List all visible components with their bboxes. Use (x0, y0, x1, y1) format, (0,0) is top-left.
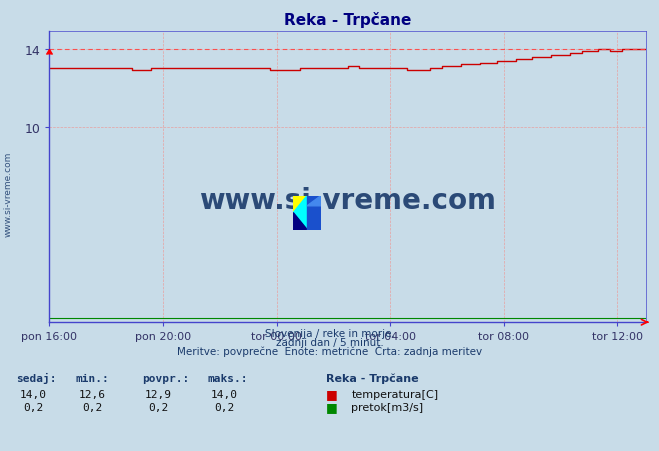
Polygon shape (293, 196, 307, 230)
Text: 14,0: 14,0 (211, 389, 237, 399)
Polygon shape (307, 196, 321, 207)
Text: povpr.:: povpr.: (142, 373, 189, 383)
Text: pretok[m3/s]: pretok[m3/s] (351, 402, 423, 412)
Text: ■: ■ (326, 387, 338, 400)
Polygon shape (293, 196, 307, 213)
Text: 0,2: 0,2 (82, 402, 102, 412)
Text: 0,2: 0,2 (148, 402, 168, 412)
Polygon shape (293, 213, 307, 230)
Text: 14,0: 14,0 (20, 389, 46, 399)
Text: www.si-vreme.com: www.si-vreme.com (199, 186, 496, 214)
Text: min.:: min.: (76, 373, 109, 383)
Text: 12,6: 12,6 (79, 389, 105, 399)
Text: Reka - Trpčane: Reka - Trpčane (326, 373, 419, 383)
Text: sedaj:: sedaj: (16, 372, 57, 383)
Polygon shape (307, 196, 321, 230)
Text: zadnji dan / 5 minut.: zadnji dan / 5 minut. (275, 337, 384, 347)
Text: maks.:: maks.: (208, 373, 248, 383)
Text: Slovenija / reke in morje.: Slovenija / reke in morje. (264, 328, 395, 338)
Title: Reka - Trpčane: Reka - Trpčane (284, 12, 411, 28)
Text: www.si-vreme.com: www.si-vreme.com (3, 152, 13, 236)
Text: Meritve: povprečne  Enote: metrične  Črta: zadnja meritev: Meritve: povprečne Enote: metrične Črta:… (177, 344, 482, 356)
Text: 0,2: 0,2 (23, 402, 43, 412)
Text: ■: ■ (326, 400, 338, 414)
Text: 12,9: 12,9 (145, 389, 171, 399)
Text: temperatura[C]: temperatura[C] (351, 389, 438, 399)
Text: 0,2: 0,2 (214, 402, 234, 412)
